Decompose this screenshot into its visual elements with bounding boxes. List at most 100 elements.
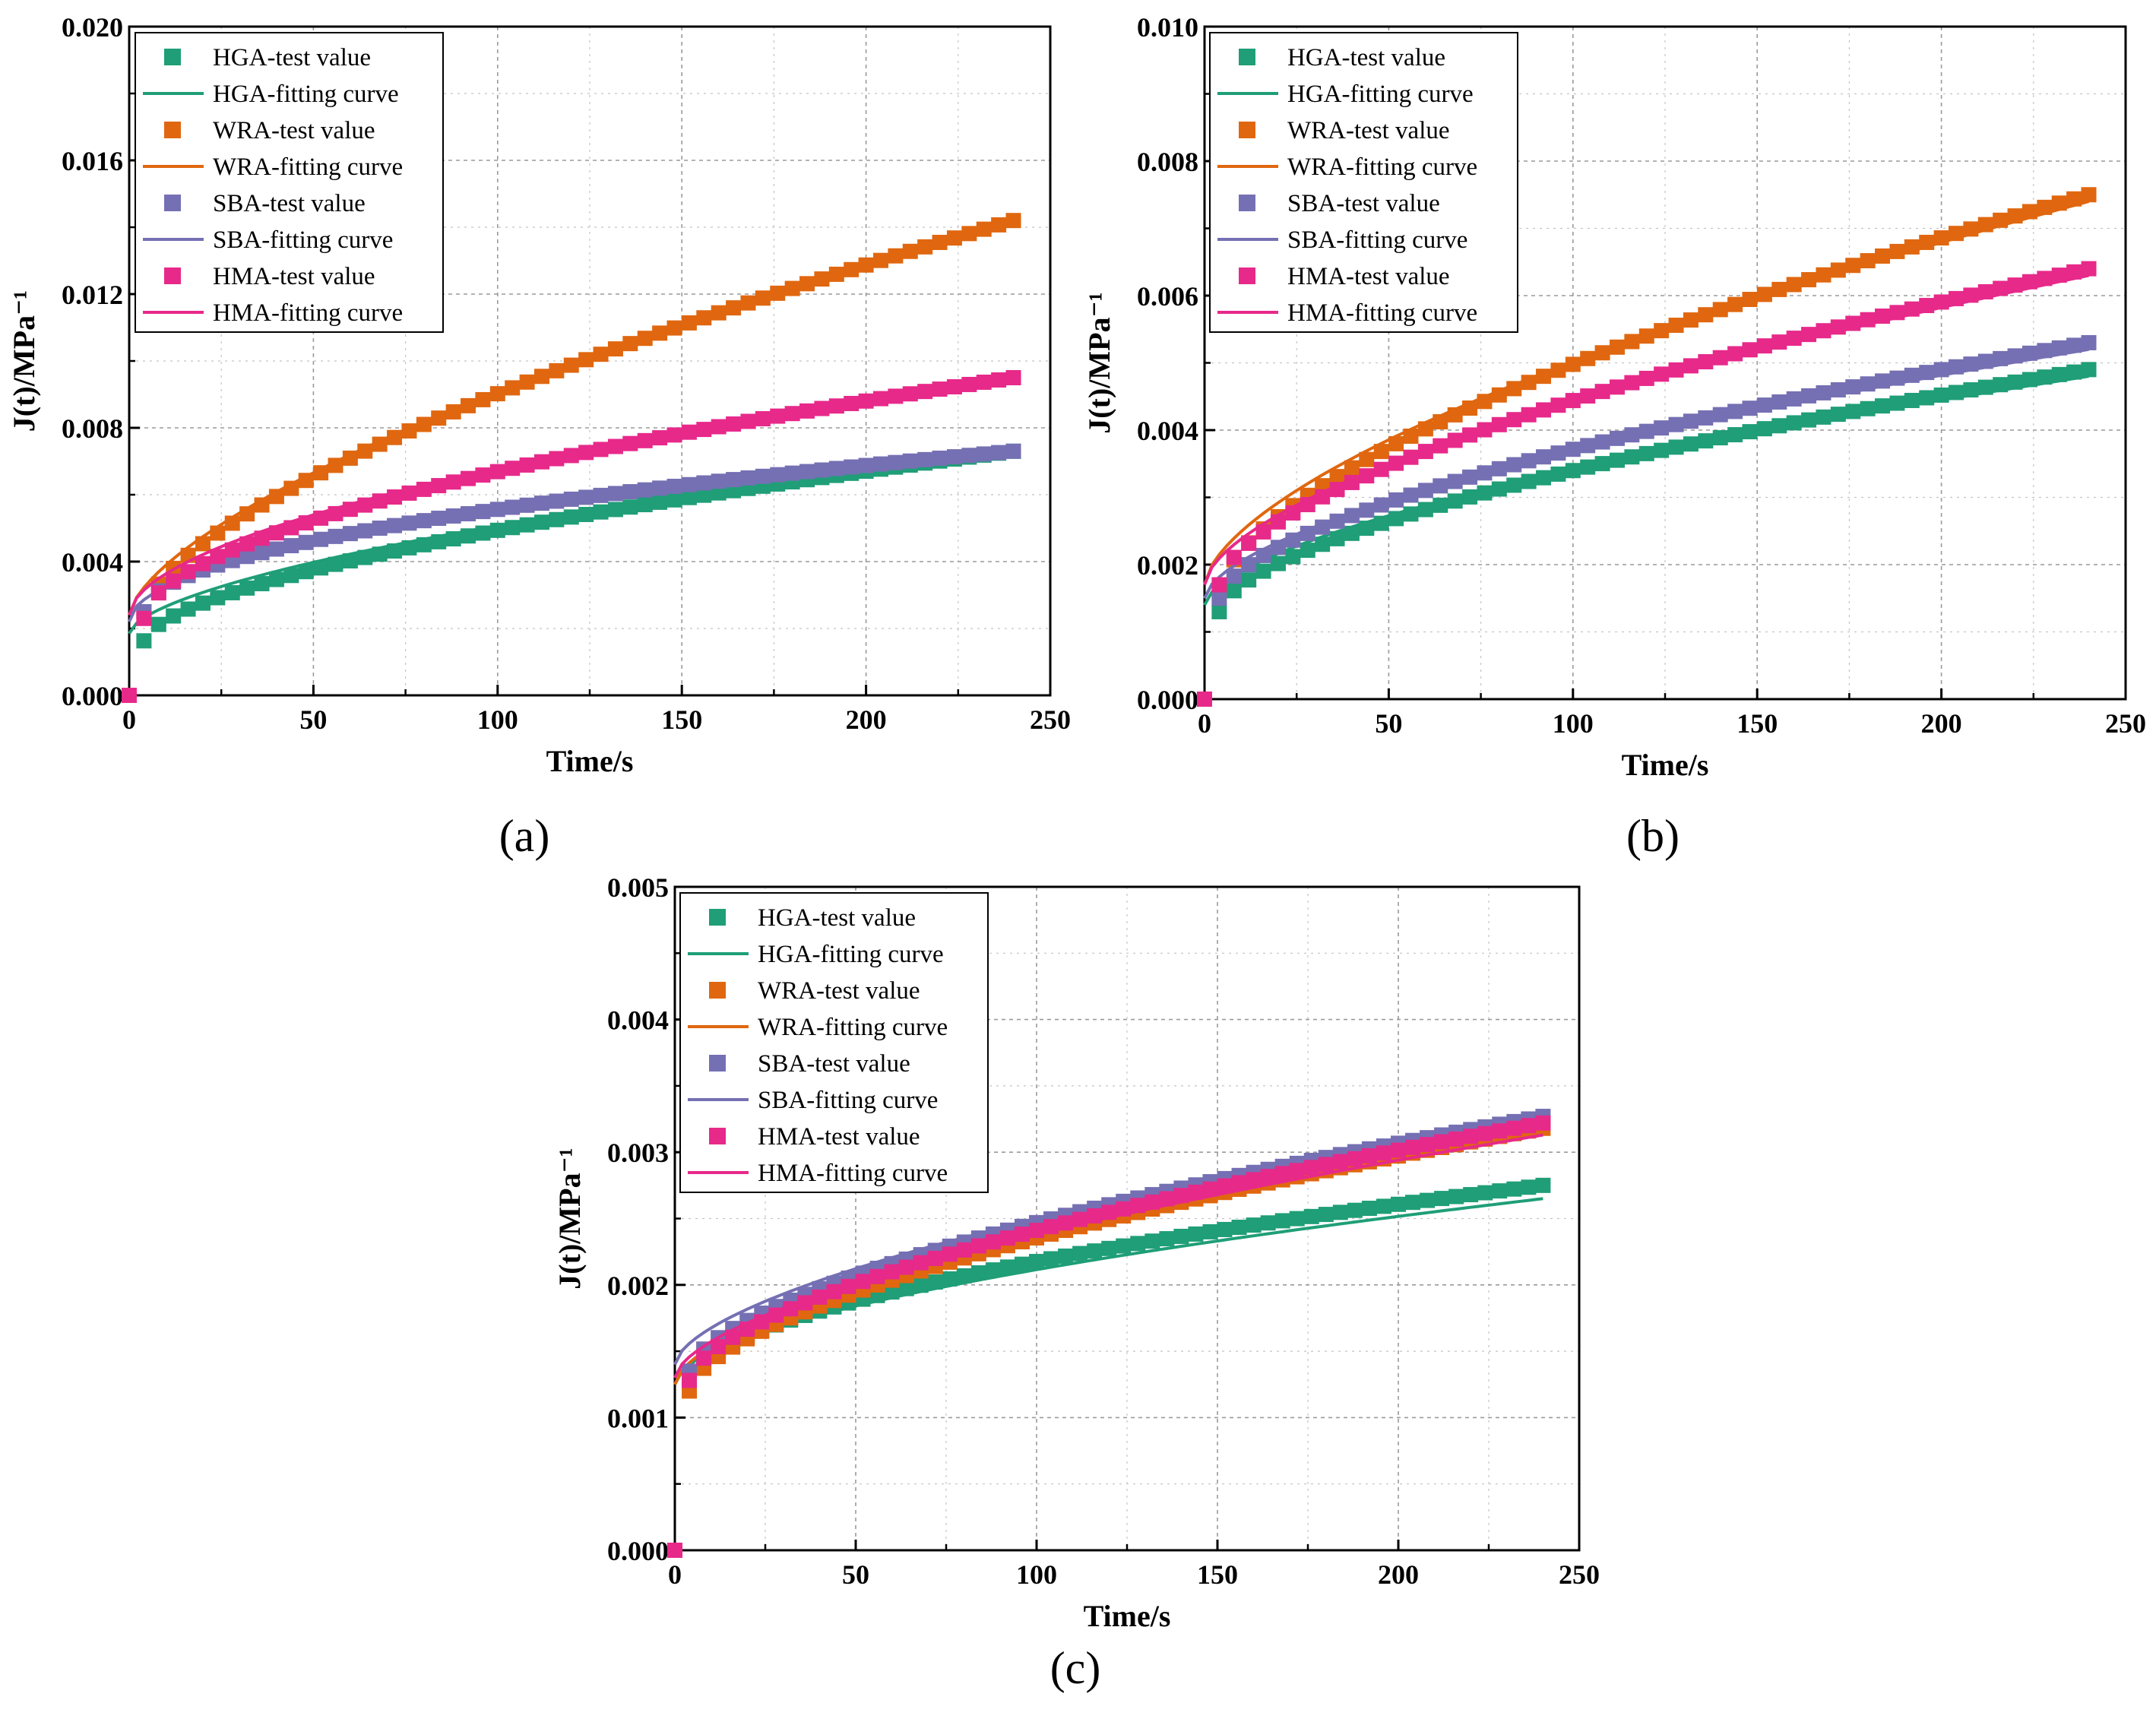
- test-point-hga: [1361, 1201, 1377, 1217]
- y-tick-label: 0.002: [607, 1271, 669, 1301]
- test-point-wra: [932, 234, 948, 250]
- test-point-hga: [224, 584, 240, 600]
- test-point-hga: [1904, 392, 1920, 408]
- test-point-sba: [1491, 461, 1507, 476]
- test-point-wra: [372, 436, 388, 452]
- test-point-hma: [1506, 412, 1522, 428]
- test-point-hma: [1101, 1204, 1117, 1220]
- test-point-sba: [519, 497, 535, 513]
- test-point-hma: [1197, 692, 1212, 707]
- test-point-hma: [298, 515, 314, 531]
- test-point-wra: [1875, 248, 1891, 264]
- test-point-sba: [1417, 483, 1433, 499]
- test-point-wra: [342, 450, 358, 466]
- test-point-hma: [268, 525, 284, 541]
- test-point-hga: [268, 571, 284, 587]
- test-point-hga: [1977, 379, 1993, 395]
- test-point-wra: [1756, 286, 1772, 302]
- test-point-hma: [1638, 370, 1654, 386]
- test-point-hga: [1477, 485, 1493, 501]
- y-tick-label: 0.000: [607, 1536, 669, 1566]
- test-point-wra: [357, 443, 373, 459]
- test-point-hma: [770, 408, 786, 424]
- y-tick-label: 0.004: [1137, 416, 1198, 446]
- test-point-sba: [1786, 391, 1802, 407]
- test-point-wra: [1712, 302, 1728, 318]
- test-point-hma: [888, 388, 904, 404]
- x-tick-label: 100: [1016, 1559, 1057, 1590]
- test-point-hma: [1963, 287, 1979, 303]
- test-point-hga: [519, 517, 535, 533]
- test-point-hma: [1580, 388, 1596, 404]
- test-point-hga: [1434, 1191, 1450, 1207]
- test-point-hga: [970, 1265, 986, 1280]
- test-point-sba: [1447, 473, 1463, 489]
- test-point-wra: [2066, 191, 2082, 207]
- test-point-hma: [828, 398, 844, 414]
- test-point-wra: [1683, 312, 1699, 328]
- test-point-sba: [1521, 453, 1537, 469]
- test-point-sba: [387, 518, 403, 533]
- test-point-sba: [313, 531, 329, 547]
- test-point-sba: [740, 470, 756, 486]
- test-point-hga: [1014, 1256, 1030, 1272]
- test-point-wra: [298, 473, 314, 489]
- test-point-wra: [578, 352, 594, 368]
- test-point-wra: [1963, 221, 1979, 237]
- test-point-hga: [622, 499, 638, 515]
- test-point-wra: [946, 230, 962, 246]
- legend-label: HMA-test value: [213, 263, 375, 290]
- test-point-wra: [533, 369, 549, 385]
- test-point-hma: [1683, 358, 1699, 374]
- test-point-hga: [1506, 477, 1522, 493]
- test-point-hma: [1816, 323, 1831, 339]
- test-point-wra: [461, 397, 476, 413]
- test-point-sba: [1742, 400, 1758, 416]
- legend-label: SBA-test value: [1287, 190, 1440, 217]
- test-point-hma: [1594, 384, 1610, 400]
- test-point-sba: [1329, 513, 1345, 529]
- test-point-wra: [239, 506, 255, 522]
- test-point-sba: [1477, 465, 1493, 481]
- test-point-wra: [991, 217, 1007, 233]
- test-point-hma: [1845, 315, 1861, 331]
- x-tick-label: 250: [2105, 708, 2146, 739]
- test-point-hma: [1332, 1154, 1348, 1170]
- legend-marker-sba: [709, 1055, 726, 1072]
- test-point-hga: [387, 543, 403, 559]
- x-tick-label: 0: [122, 704, 136, 735]
- test-point-sba: [1698, 410, 1714, 426]
- test-point-hga: [1226, 583, 1242, 599]
- test-point-hga: [1609, 452, 1625, 468]
- test-point-hga: [1289, 1211, 1305, 1227]
- legend-label: HMA-fitting curve: [758, 1160, 948, 1187]
- test-point-hma: [122, 688, 137, 703]
- test-point-hma: [1786, 331, 1802, 347]
- test-point-hga: [533, 514, 549, 530]
- legend: HGA-test value HGA-fitting curve WRA-test …: [135, 32, 444, 333]
- test-point-sba: [622, 484, 638, 500]
- test-point-hma: [1434, 1134, 1450, 1150]
- test-point-hma: [1270, 514, 1286, 530]
- test-point-hga: [1771, 418, 1787, 434]
- test-point-wra: [726, 300, 742, 316]
- test-point-hga: [1255, 563, 1271, 579]
- test-point-hma: [970, 1238, 986, 1254]
- test-point-wra: [283, 480, 299, 496]
- test-point-sba: [1270, 540, 1286, 556]
- test-point-hma: [489, 464, 505, 480]
- test-point-wra: [622, 336, 638, 352]
- y-axis-title: J(t)/MPa⁻¹: [552, 1147, 587, 1289]
- test-point-hma: [593, 442, 609, 457]
- test-point-hma: [1919, 298, 1935, 314]
- test-point-wra: [268, 489, 284, 505]
- test-point-wra: [755, 290, 771, 306]
- test-point-sba: [2037, 343, 2053, 359]
- test-point-sba: [1285, 532, 1301, 548]
- test-point-hma: [387, 489, 403, 505]
- test-point-hga: [1043, 1251, 1059, 1267]
- test-point-hma: [755, 411, 771, 427]
- test-point-wra: [607, 341, 623, 357]
- test-point-hma: [1289, 1163, 1305, 1179]
- test-point-hga: [1373, 515, 1389, 531]
